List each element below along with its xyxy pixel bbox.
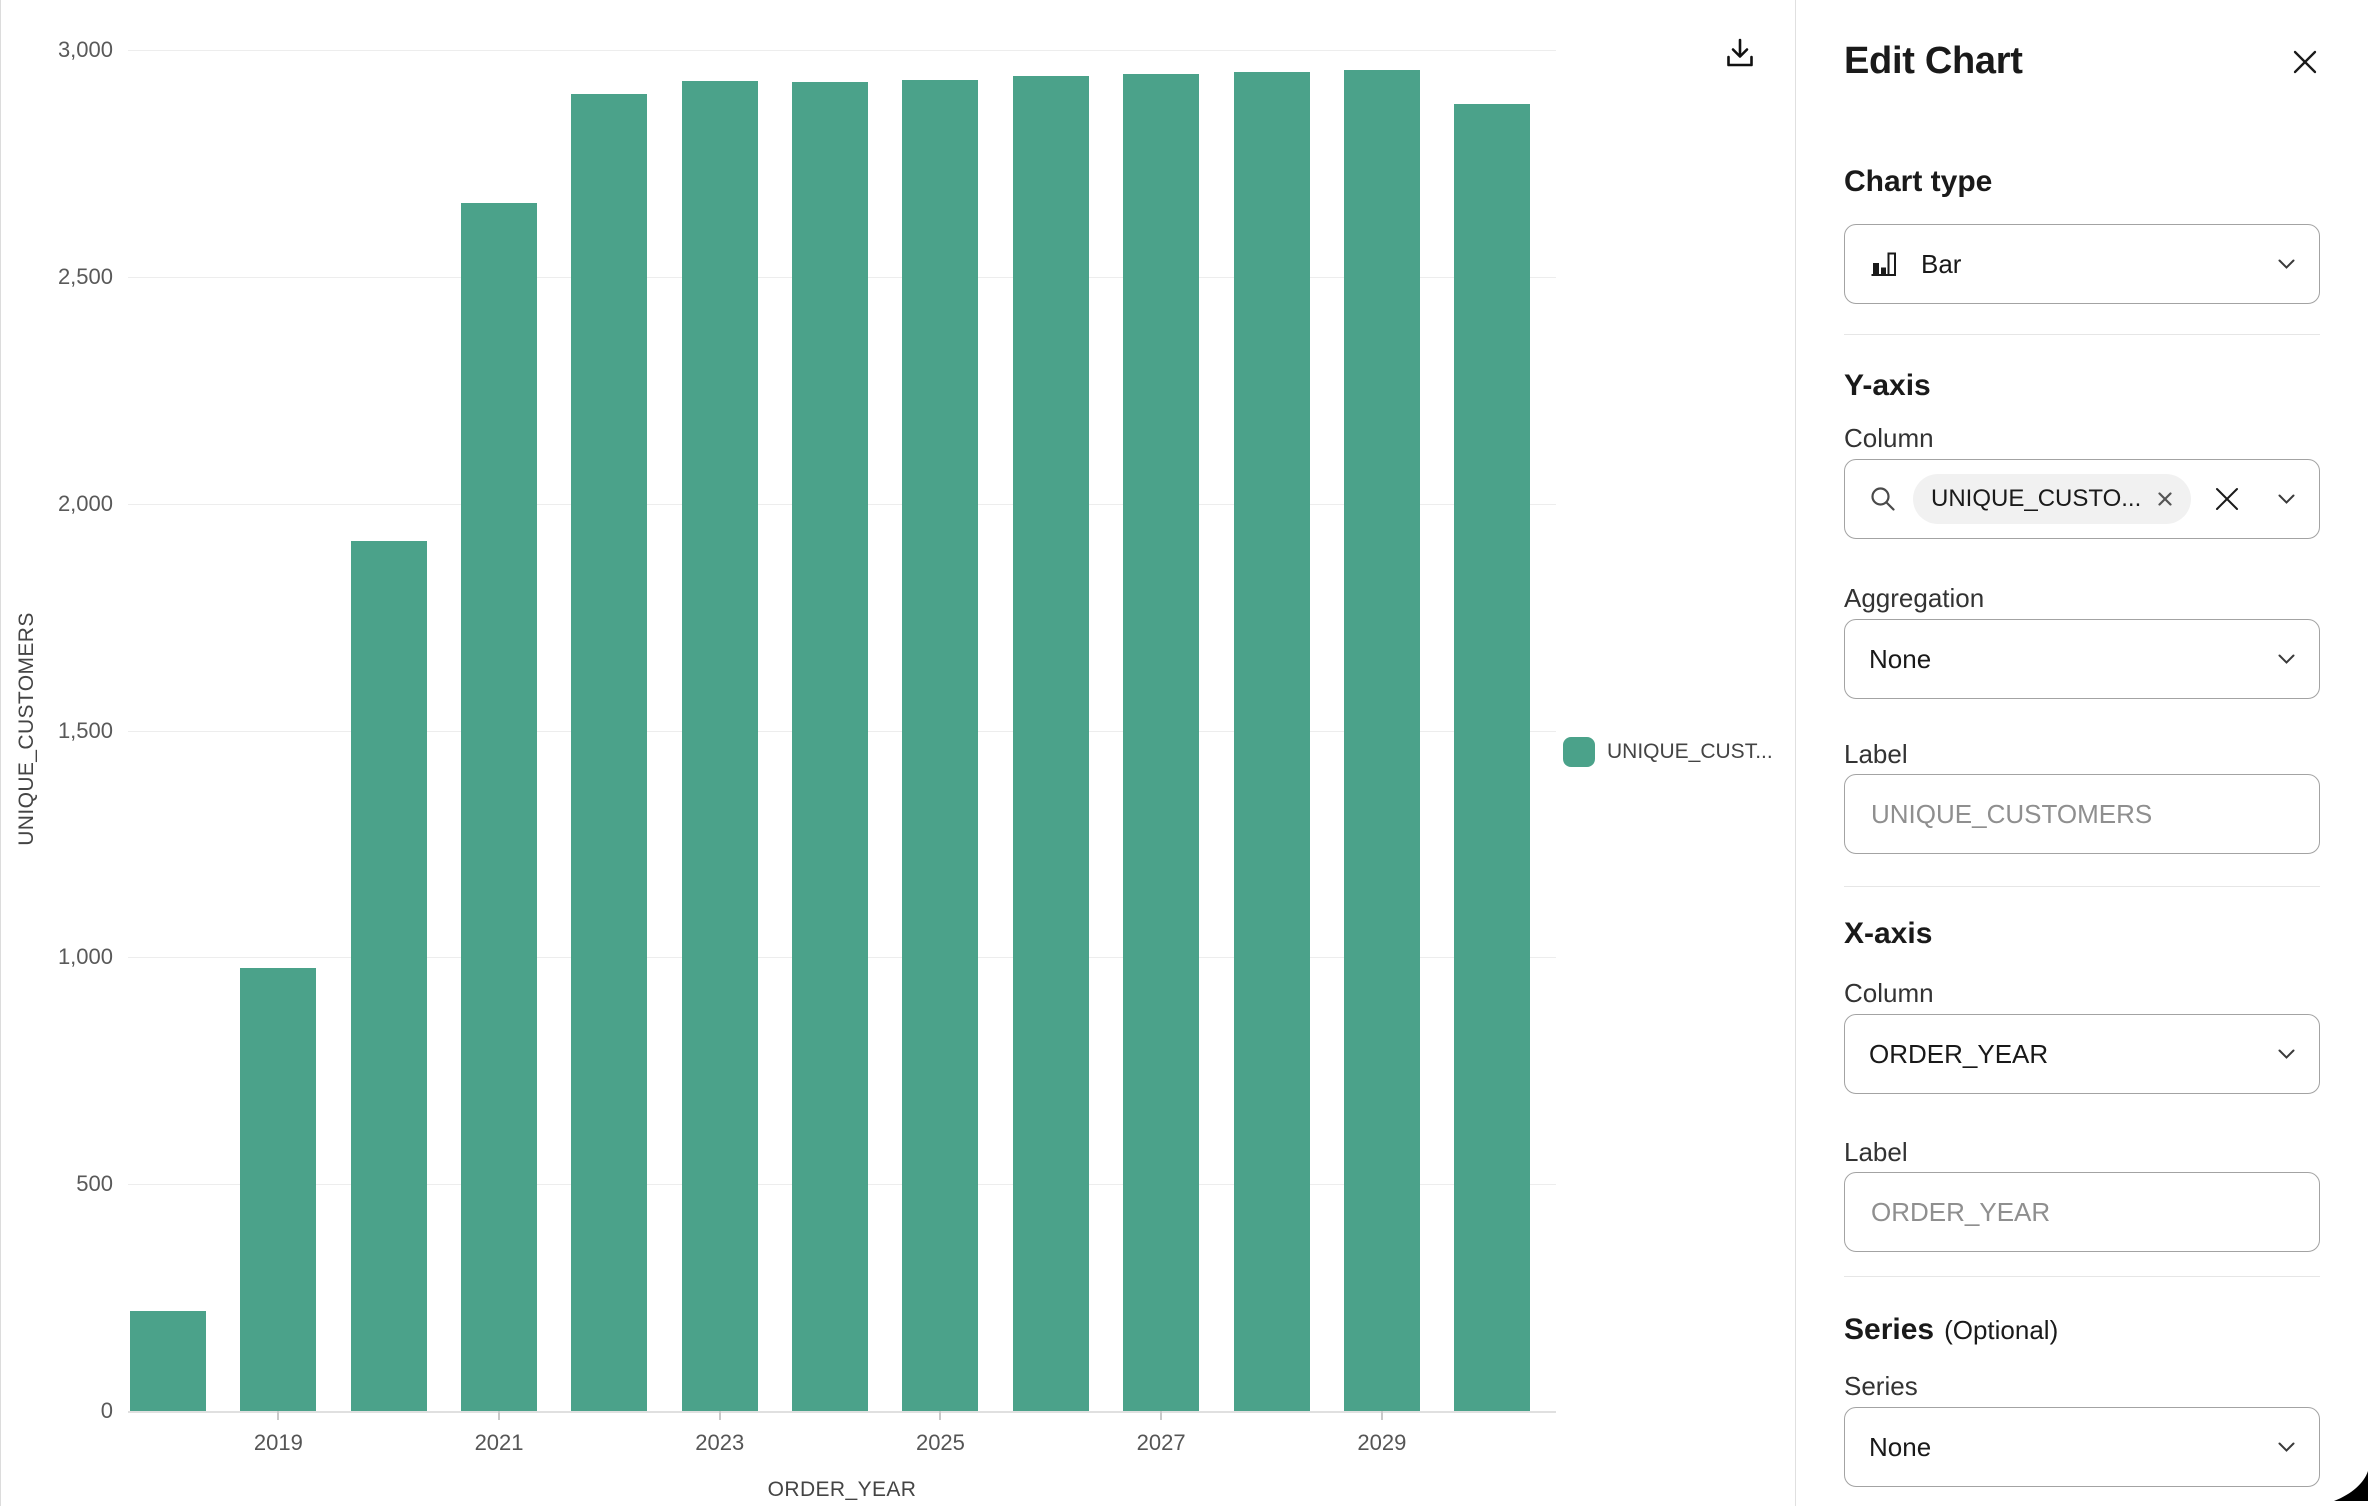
x-tick-label: 2019 <box>253 1430 303 1455</box>
chevron-down-icon <box>2278 1049 2295 1060</box>
section-divider <box>1844 1276 2320 1277</box>
panel-header: Edit Chart <box>1844 40 2320 83</box>
bar-2028 <box>1233 72 1310 1411</box>
y-label-input[interactable] <box>1844 774 2320 854</box>
x-tick <box>939 1411 942 1420</box>
x-tick-label: 2025 <box>915 1430 965 1455</box>
y-column-chip[interactable]: UNIQUE_CUSTO... <box>1913 474 2192 524</box>
aggregation-value: None <box>1869 643 1932 674</box>
series-select[interactable]: None <box>1844 1407 2320 1487</box>
series-label: Series <box>1844 1371 1918 1401</box>
x-tick <box>1380 1411 1383 1420</box>
y-label-label: Label <box>1844 739 1908 769</box>
chart-card: UNIQUE_CUSTOMERS ORDER_YEAR UNIQUE_CUST.… <box>0 0 1773 1506</box>
chevron-down-icon <box>2278 654 2295 665</box>
aggregation-select[interactable]: None <box>1844 619 2320 699</box>
y-tick-label: 1,500 <box>57 717 113 743</box>
x-label-label: Label <box>1844 1137 1908 1167</box>
bar-2020 <box>350 541 427 1411</box>
left-edge-divider <box>0 0 1 1506</box>
x-tick <box>498 1411 501 1420</box>
chart-type-heading: Chart type <box>1844 165 1993 198</box>
download-icon <box>1722 35 1758 71</box>
bar-2023 <box>681 81 758 1411</box>
mouse-cursor <box>2334 1471 2368 1506</box>
bar-chart-plot <box>128 50 1556 1413</box>
bar-2029 <box>1343 69 1420 1411</box>
x-tick <box>718 1411 721 1420</box>
aggregation-label: Aggregation <box>1844 583 1985 613</box>
bar-2027 <box>1123 73 1200 1411</box>
y-tick-label: 500 <box>76 1171 113 1197</box>
edit-chart-panel: Edit Chart Chart type Bar <box>1795 0 2368 1506</box>
y-tick-label: 3,000 <box>57 37 113 62</box>
panel-title: Edit Chart <box>1844 40 2023 82</box>
chevron-down-icon[interactable] <box>2278 494 2295 505</box>
x-label-input[interactable] <box>1844 1172 2320 1252</box>
x-tick <box>1160 1411 1163 1420</box>
chart-type-value: Bar <box>1921 248 1962 279</box>
y-axis-heading: Y-axis <box>1844 369 1931 402</box>
x-axis-title: ORDER_YEAR <box>767 1478 917 1501</box>
bar-2030 <box>1454 104 1531 1411</box>
y-tick-label: 2,000 <box>57 490 113 516</box>
bar-2024 <box>792 82 869 1411</box>
x-tick <box>277 1411 280 1420</box>
gridline <box>128 1411 1556 1413</box>
bar-2025 <box>902 79 979 1411</box>
clear-selection-icon[interactable] <box>2214 486 2240 512</box>
x-tick-label: 2021 <box>474 1430 524 1455</box>
x-tick-label: 2029 <box>1357 1430 1407 1455</box>
close-icon <box>2290 47 2320 77</box>
close-panel-button[interactable] <box>2290 47 2320 77</box>
legend-swatch <box>1563 737 1595 767</box>
bar-2026 <box>1012 75 1089 1411</box>
x-axis-heading: X-axis <box>1844 917 1933 950</box>
legend-label: UNIQUE_CUST... <box>1607 740 1773 763</box>
y-tick-label: 1,000 <box>57 944 113 970</box>
x-column-label: Column <box>1844 978 1934 1008</box>
x-tick-label: 2027 <box>1136 1430 1186 1455</box>
series-heading-row: Series (Optional) <box>1844 1313 2320 1347</box>
search-icon <box>1869 485 1897 513</box>
series-optional-note: (Optional) <box>1944 1315 2059 1345</box>
y-column-multiselect[interactable]: UNIQUE_CUSTO... <box>1844 459 2320 539</box>
chip-remove-icon[interactable] <box>2157 491 2173 507</box>
section-divider <box>1844 886 2320 887</box>
x-column-value: ORDER_YEAR <box>1869 1038 2049 1069</box>
bar-2019 <box>240 967 317 1411</box>
y-tick-label: 0 <box>100 1398 113 1423</box>
download-chart-button[interactable] <box>1718 31 1762 75</box>
section-divider <box>1844 334 2320 335</box>
chart-type-select[interactable]: Bar <box>1844 224 2320 304</box>
bar-2022 <box>571 94 648 1411</box>
legend-item[interactable]: UNIQUE_CUST... <box>1563 737 1773 767</box>
bar-2018 <box>130 1311 206 1411</box>
y-column-label: Column <box>1844 423 1934 453</box>
bar-chart-icon <box>1869 249 1899 279</box>
y-tick-label: 2,500 <box>57 263 113 289</box>
bar-2021 <box>461 203 538 1411</box>
series-heading: Series <box>1844 1313 1935 1346</box>
series-value: None <box>1869 1431 1932 1462</box>
gridline <box>128 50 1556 51</box>
chevron-down-icon <box>2278 1442 2295 1453</box>
y-column-chip-text: UNIQUE_CUSTO... <box>1931 485 2142 512</box>
x-column-select[interactable]: ORDER_YEAR <box>1844 1014 2320 1094</box>
x-tick-label: 2023 <box>695 1430 745 1455</box>
chevron-down-icon <box>2278 259 2295 270</box>
